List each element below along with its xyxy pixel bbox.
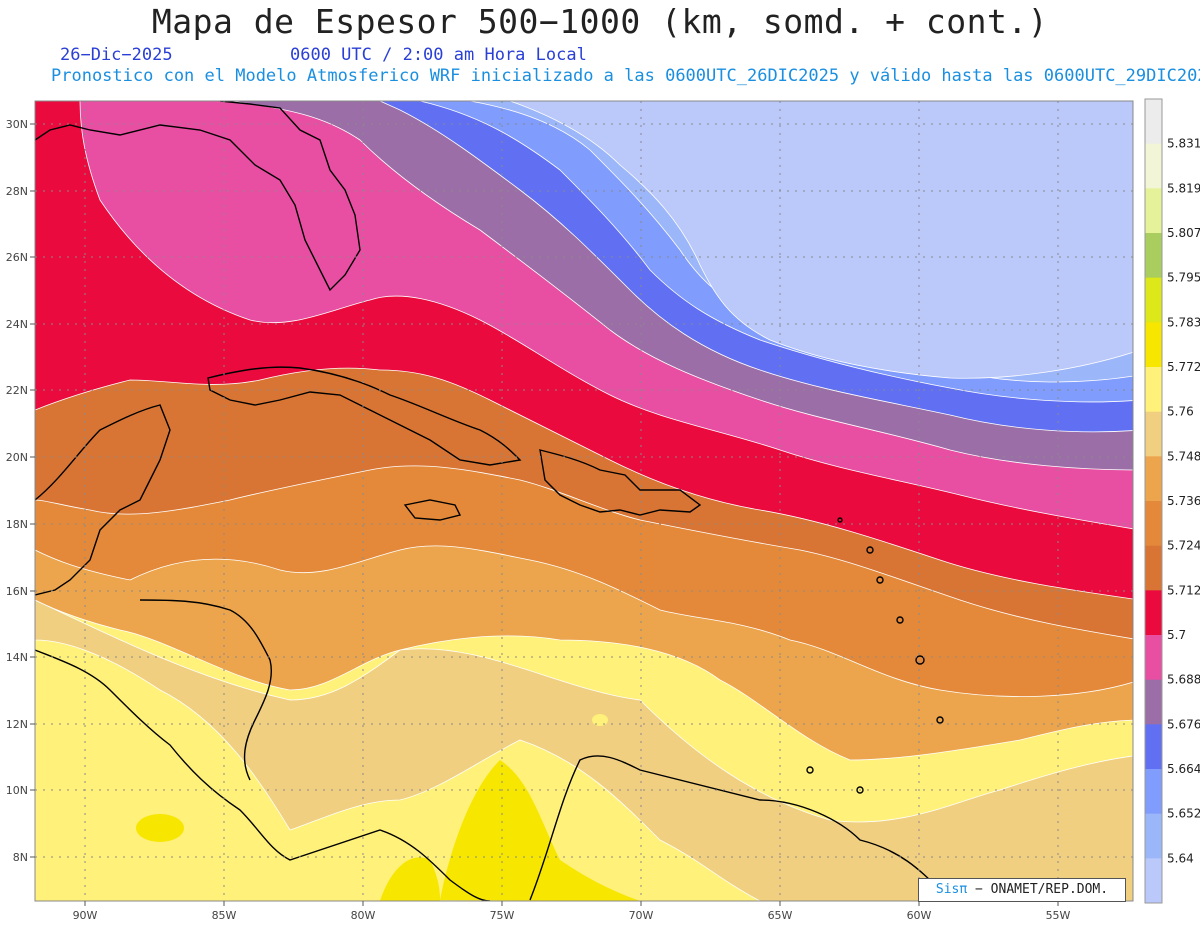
- colorbar-swatch: [1145, 679, 1162, 725]
- credit-text: − ONAMET/REP.DOM.: [975, 882, 1109, 897]
- colorbar-label: 5.783: [1167, 315, 1200, 329]
- colorbar-swatch: [1145, 143, 1162, 189]
- colorbar-label: 5.807: [1167, 226, 1200, 240]
- lon-label: 80W: [351, 909, 376, 922]
- lat-label: 26N: [6, 251, 28, 264]
- lon-label: 65W: [768, 909, 793, 922]
- colorbar-label: 5.676: [1167, 717, 1200, 731]
- colorbar-swatch: [1145, 813, 1162, 859]
- colorbar-swatch: [1145, 635, 1162, 681]
- longitude-labels: 90W 85W 80W 75W 70W 65W 60W 55W: [73, 909, 1071, 922]
- colorbar-swatch: [1145, 456, 1162, 502]
- thickness-bands: [35, 101, 1133, 901]
- forecast-date: 26−Dic−2025: [60, 45, 173, 65]
- colorbar-swatch: [1145, 724, 1162, 770]
- forecast-time: 0600 UTC / 2:00 am Hora Local: [290, 45, 587, 65]
- colorbar-swatch: [1145, 590, 1162, 636]
- colorbar-swatch: [1145, 858, 1162, 904]
- lon-label: 90W: [73, 909, 98, 922]
- map-frame: [34, 100, 1134, 902]
- lat-label: 8N: [13, 851, 28, 864]
- lat-label: 10N: [6, 784, 28, 797]
- colorbar-swatch: [1145, 501, 1162, 547]
- colorbar: 5.831 5.819 5.807 5.795 5.783 5.772 5.76 5.748 5…: [1144, 98, 1200, 904]
- colorbar-label: 5.831: [1167, 137, 1200, 151]
- colorbar-label: 5.736: [1167, 494, 1200, 508]
- colorbar-label: 5.795: [1167, 271, 1200, 285]
- lat-label: 30N: [6, 118, 28, 131]
- lat-label: 20N: [6, 451, 28, 464]
- colorbar-swatch: [1145, 411, 1162, 457]
- lat-label: 12N: [6, 718, 28, 731]
- band-5-628: [509, 101, 1133, 379]
- colorbar-swatch: [1145, 277, 1162, 323]
- coastlines: [35, 101, 961, 901]
- colorbar-label: 5.819: [1167, 181, 1200, 195]
- colorbar-label: 5.712: [1167, 583, 1200, 597]
- lat-label: 22N: [6, 384, 28, 397]
- colorbar-swatch: [1145, 545, 1162, 591]
- lon-label: 60W: [907, 909, 932, 922]
- lat-label: 28N: [6, 185, 28, 198]
- sispi-logo: Sisπ: [935, 882, 968, 897]
- colorbar-label: 5.772: [1167, 360, 1200, 374]
- forecast-description: Pronostico con el Modelo Atmosferico WRF…: [51, 66, 1200, 86]
- colorbar-label: 5.652: [1167, 807, 1200, 821]
- lat-label: 14N: [6, 651, 28, 664]
- colorbar-swatch: [1145, 322, 1162, 368]
- lat-label: 16N: [6, 585, 28, 598]
- axis-ticks: [30, 123, 1059, 906]
- credit-box: Sisπ − ONAMET/REP.DOM.: [918, 878, 1126, 902]
- lon-label: 55W: [1046, 909, 1071, 922]
- colorbar-label: 5.64: [1167, 851, 1194, 865]
- colorbar-frame: [1144, 98, 1163, 904]
- band-5-748: [35, 599, 1133, 901]
- colorbar-label: 5.76: [1167, 405, 1194, 419]
- colorbar-label: 5.664: [1167, 762, 1200, 776]
- colorbar-swatch: [1145, 99, 1162, 145]
- colorbar-label: 5.748: [1167, 449, 1200, 463]
- colorbar-swatch: [1145, 769, 1162, 815]
- lat-label: 18N: [6, 518, 28, 531]
- map-title: Mapa de Espesor 500−1000 (km, somd. + co…: [151, 2, 1049, 41]
- latitude-labels: 30N 28N 26N 24N 22N 20N 18N 16N 14N 12N …: [6, 118, 28, 864]
- colorbar-label: 5.688: [1167, 673, 1200, 687]
- lon-label: 75W: [490, 909, 515, 922]
- colorbar-swatch: [1145, 233, 1162, 279]
- lat-label: 24N: [6, 318, 28, 331]
- lon-label: 70W: [629, 909, 654, 922]
- colorbar-swatch: [1145, 367, 1162, 413]
- lon-label: 85W: [212, 909, 237, 922]
- colorbar-label: 5.724: [1167, 539, 1200, 553]
- colorbar-label: 5.7: [1167, 628, 1186, 642]
- colorbar-swatch: [1145, 188, 1162, 234]
- graticule: [35, 101, 1133, 901]
